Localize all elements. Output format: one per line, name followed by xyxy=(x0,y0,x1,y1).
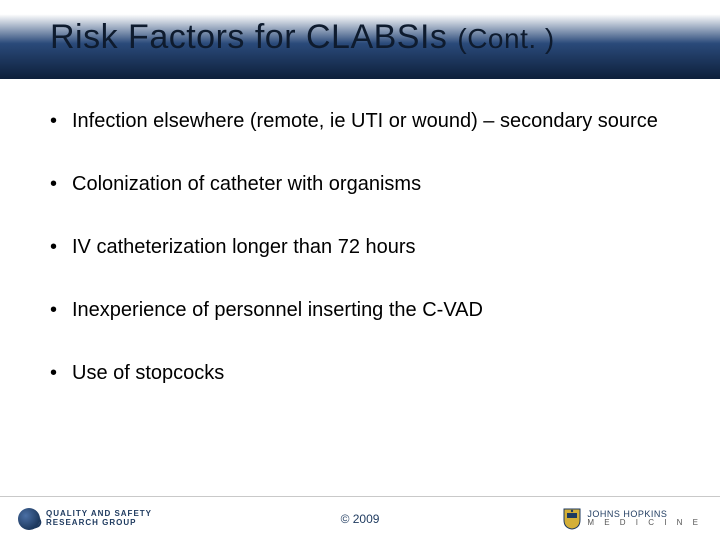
footer: QUALITY AND SAFETY RESEARCH GROUP © 2009… xyxy=(0,496,720,540)
list-item: Inexperience of personnel inserting the … xyxy=(50,298,680,323)
qsrg-mark-icon xyxy=(18,508,40,530)
list-item: IV catheterization longer than 72 hours xyxy=(50,235,680,260)
qsrg-text: QUALITY AND SAFETY RESEARCH GROUP xyxy=(46,510,152,527)
list-item: Use of stopcocks xyxy=(50,361,680,386)
copyright: © 2009 xyxy=(341,512,380,526)
content-area: Infection elsewhere (remote, ie UTI or w… xyxy=(0,79,720,386)
title-suffix: (Cont. ) xyxy=(457,23,554,54)
list-item: Colonization of catheter with organisms xyxy=(50,172,680,197)
bullet-list: Infection elsewhere (remote, ie UTI or w… xyxy=(50,109,680,386)
page-title: Risk Factors for CLABSIs (Cont. ) xyxy=(50,18,690,57)
johns-hopkins-shield-icon xyxy=(563,508,581,530)
jh-text: JOHNS HOPKINS M E D I C I N E xyxy=(587,510,702,527)
jh-line2: M E D I C I N E xyxy=(587,519,702,527)
title-band: Risk Factors for CLABSIs (Cont. ) xyxy=(0,0,720,79)
footer-left-logo: QUALITY AND SAFETY RESEARCH GROUP xyxy=(18,508,152,530)
qsrg-line2: RESEARCH GROUP xyxy=(46,518,136,527)
title-main: Risk Factors for CLABSIs xyxy=(50,18,447,56)
list-item: Infection elsewhere (remote, ie UTI or w… xyxy=(50,109,680,134)
footer-right-logo: JOHNS HOPKINS M E D I C I N E xyxy=(563,508,702,530)
